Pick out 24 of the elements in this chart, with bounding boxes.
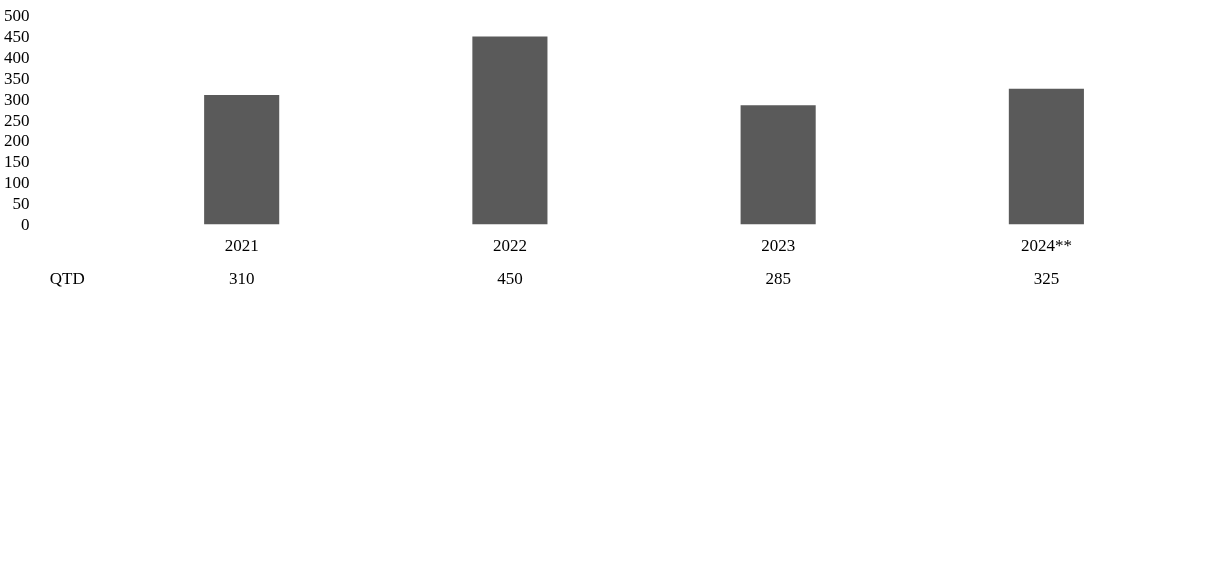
text: QTD bbox=[49, 268, 85, 288]
y-tick-label: 200 bbox=[4, 131, 30, 151]
y-tick-label: 0 bbox=[21, 215, 30, 234]
y-tick-label: 500 bbox=[4, 6, 30, 25]
y-tick-label: 450 bbox=[4, 26, 30, 46]
x-tick-label: 2023 bbox=[761, 235, 796, 255]
y-tick-label: 100 bbox=[4, 173, 30, 193]
x-tick-label: 2022 bbox=[492, 235, 527, 255]
data-label: 285 bbox=[765, 268, 791, 288]
bar bbox=[1008, 88, 1084, 225]
y-tick-label: 300 bbox=[4, 89, 30, 109]
data-label: 310 bbox=[228, 268, 255, 288]
bar bbox=[472, 36, 548, 225]
data-label: 450 bbox=[497, 268, 523, 288]
x-tick-label: 2024** bbox=[1020, 235, 1072, 255]
y-tick-label: 250 bbox=[4, 110, 30, 130]
bar bbox=[740, 105, 816, 225]
bar bbox=[204, 94, 280, 225]
y-tick-label: 350 bbox=[4, 68, 30, 88]
x-tick-label: 2021 bbox=[224, 235, 259, 255]
data-label: 325 bbox=[1033, 268, 1060, 288]
y-tick-label: 50 bbox=[12, 194, 30, 214]
y-tick-label: 400 bbox=[4, 47, 30, 67]
y-tick-label: 150 bbox=[4, 152, 30, 172]
